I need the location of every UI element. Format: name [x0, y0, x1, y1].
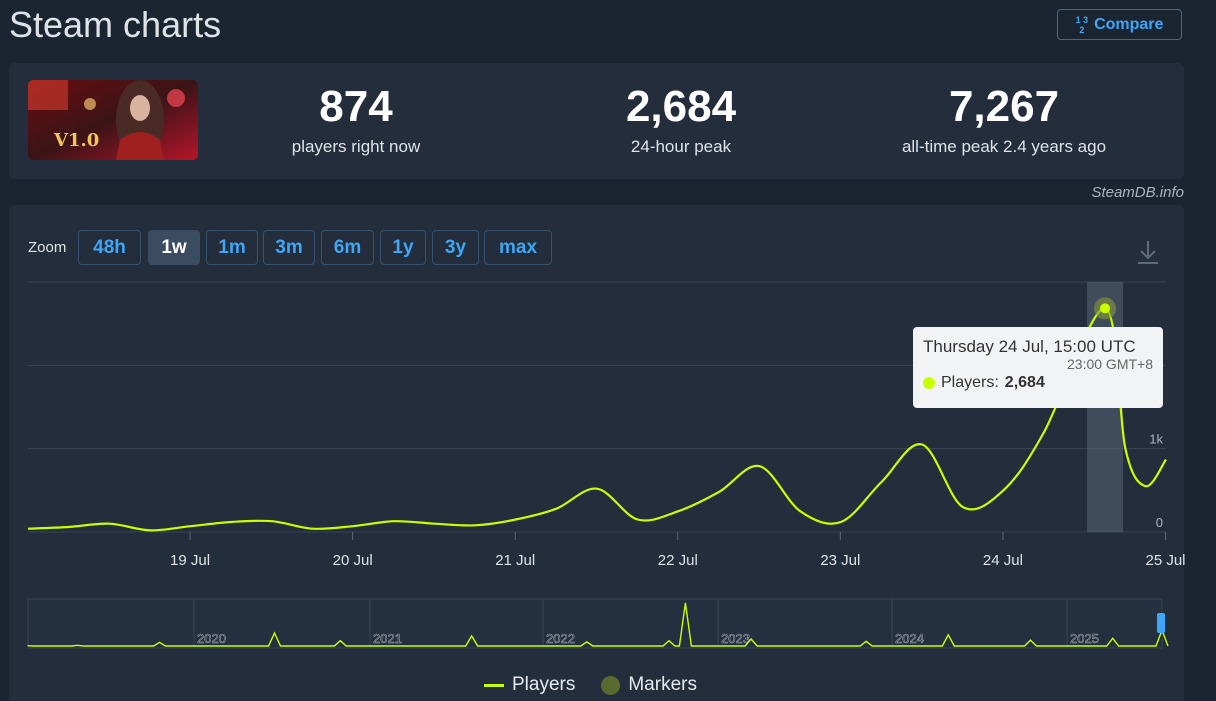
navigator-handle — [1157, 613, 1165, 633]
legend-players-swatch — [484, 683, 504, 687]
series-line-players — [27, 307, 1167, 532]
game-thumbnail: V1.0 — [28, 80, 198, 160]
stat-players-now-value: 874 — [319, 82, 393, 131]
zoom-button-1m[interactable]: 1m — [206, 230, 258, 265]
zoom-button-max[interactable]: max — [484, 230, 552, 265]
x-tick-label: 19 Jul — [170, 552, 210, 569]
x-tick-label: 23 Jul — [820, 552, 860, 569]
zoom-label: Zoom — [28, 239, 67, 256]
stat-24h-peak: 2,684 24-hour peak — [581, 83, 781, 157]
legend-markers-label[interactable]: Markers — [628, 674, 697, 695]
zoom-button-6m[interactable]: 6m — [321, 230, 374, 265]
y-tick-label: 1k — [1149, 432, 1163, 447]
tooltip-value: 2,684 — [1004, 374, 1045, 391]
navigator-series-line — [27, 602, 1169, 647]
compare-label: Compare — [1094, 15, 1164, 33]
stat-all-time-peak-label: all-time peak 2.4 years ago — [901, 137, 1107, 156]
navigator-year-label: 2021 — [373, 631, 402, 646]
stat-all-time-peak-value: 7,267 — [948, 82, 1060, 131]
x-tick-label: 25 Jul — [1145, 552, 1185, 569]
zoom-button-3y[interactable]: 3y — [432, 230, 479, 265]
page-title: Steam charts — [9, 4, 222, 45]
navigator-year-label: 2025 — [1070, 631, 1099, 646]
x-tick-label: 24 Jul — [983, 552, 1023, 569]
stat-all-time-peak: 7,267 all-time peak 2.4 years ago — [859, 83, 1149, 157]
navigator-area — [27, 598, 1163, 649]
zoom-button-1w[interactable]: 1w — [148, 230, 200, 265]
x-tick-label: 22 Jul — [658, 552, 698, 569]
stats-panel: V1.0 874 players right now 2,684 24-hour… — [9, 63, 1184, 179]
navigator-year-label: 2024 — [895, 631, 924, 646]
stat-players-now-label: players right now — [291, 137, 421, 156]
steamdb-credit-link[interactable]: SteamDB.info — [1091, 184, 1184, 201]
download-icon[interactable] — [1136, 239, 1160, 265]
hover-point — [1100, 303, 1111, 314]
game-thumbnail-art: V1.0 — [28, 80, 198, 160]
zoom-button-1y[interactable]: 1y — [380, 230, 426, 265]
tooltip-local-time: 23:00 GMT+8 — [1067, 356, 1153, 372]
chart-tooltip: Thursday 24 Jul, 15:00 UTC 23:00 GMT+8 P… — [913, 327, 1163, 408]
stat-24h-peak-value: 2,684 — [625, 82, 737, 131]
x-tick-label: 20 Jul — [333, 552, 373, 569]
zoom-button-3m[interactable]: 3m — [263, 230, 315, 265]
zoom-button-48h[interactable]: 48h — [78, 230, 141, 265]
chart-legend: Players Markers — [484, 674, 697, 696]
legend-players-label[interactable]: Players — [512, 674, 576, 695]
x-tick-label: 21 Jul — [495, 552, 535, 569]
navigator-year-label: 2023 — [721, 631, 750, 646]
svg-text:V1.0: V1.0 — [53, 130, 99, 151]
y-tick-label: 0 — [1156, 515, 1163, 530]
stat-24h-peak-label: 24-hour peak — [630, 137, 732, 156]
navigator-year-label: 2020 — [197, 631, 226, 646]
tooltip-series-dot — [923, 377, 935, 389]
tooltip-series-label: Players: — [941, 374, 999, 391]
navigator-year-label: 2022 — [546, 631, 575, 646]
tooltip-date: Thursday 24 Jul, 15:00 UTC — [923, 337, 1136, 356]
tooltip-series-row: Players: 2,684 — [923, 374, 1153, 392]
legend-markers-swatch — [601, 675, 621, 695]
stat-players-now: 874 players right now — [256, 83, 456, 157]
